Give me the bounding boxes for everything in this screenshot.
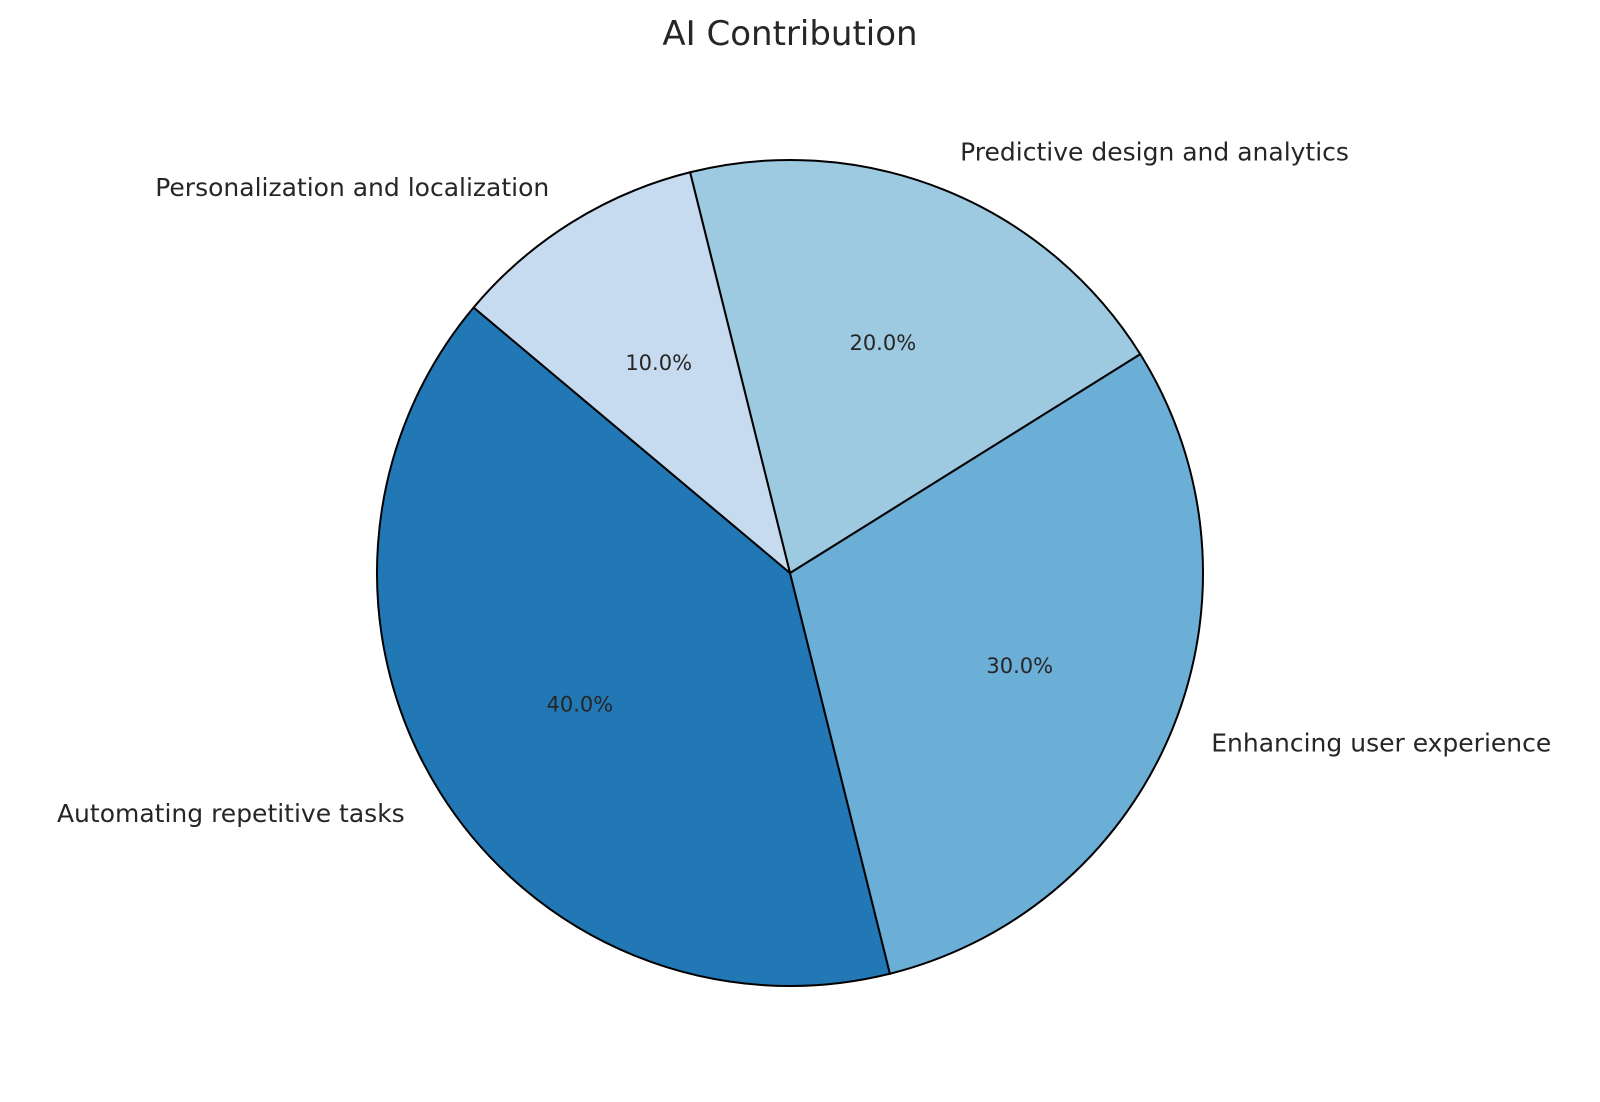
pie-slice-label: Enhancing user experience: [1211, 729, 1551, 758]
pie-slice-personalization-and-localization: [472, 171, 791, 574]
pie-slice-labels: Automating repetitive tasks Enhancing use…: [57, 137, 1551, 828]
pie-percent-label: 40.0%: [546, 692, 613, 716]
pie-percent-label: 20.0%: [849, 331, 916, 355]
pie-slice-predictive-design-and-analytics: [689, 159, 1142, 574]
pie-slices: [376, 159, 1204, 987]
pie-slice-label: Automating repetitive tasks: [57, 799, 405, 828]
pie-percent-label: 30.0%: [986, 654, 1053, 678]
chart-title: AI Contribution: [662, 14, 917, 54]
pie-slice-label: Personalization and localization: [155, 173, 549, 202]
pie-percent-labels: 40.0% 30.0% 20.0% 10.0%: [546, 331, 1053, 716]
pie-percent-label: 10.0%: [625, 351, 692, 375]
pie-slice-label: Predictive design and analytics: [960, 137, 1349, 166]
pie-slice-automating-repetitive-tasks: [376, 306, 891, 987]
